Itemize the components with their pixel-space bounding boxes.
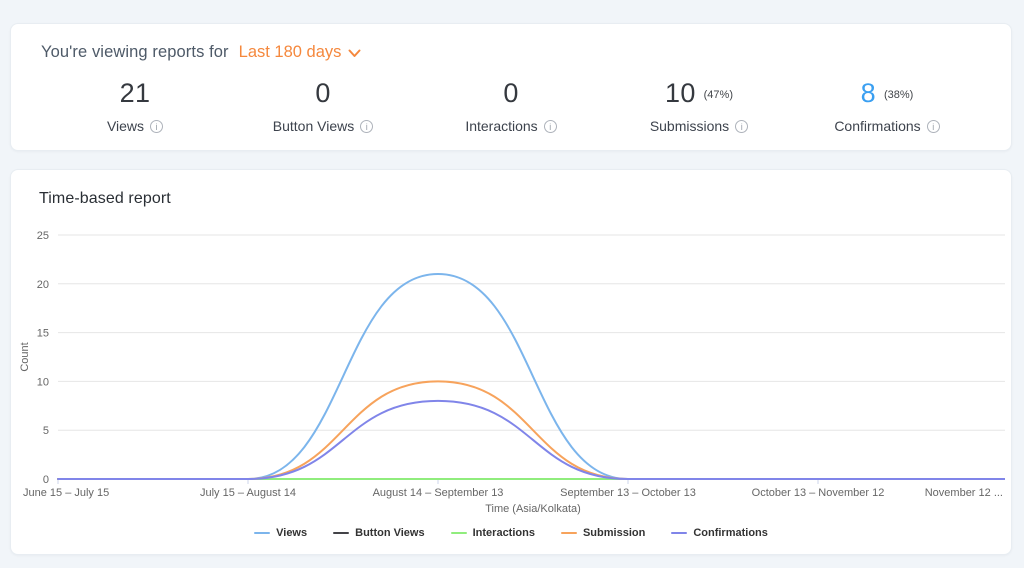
legend-label: Submission [582, 527, 646, 539]
stat-confirmations: 8 (38%) Confirmations i [793, 78, 981, 134]
legend-swatch [450, 532, 467, 534]
date-range-label: Last 180 days [238, 43, 342, 61]
legend-label: Views [276, 527, 308, 539]
report-summary-card: You're viewing reports for Last 180 days… [10, 23, 1012, 151]
y-tick-label: 15 [37, 328, 49, 340]
legend-item-submission[interactable]: Submission [560, 527, 646, 539]
series-line-confirmations[interactable] [57, 399, 1005, 481]
x-tick-label: October 13 – November 12 [752, 487, 885, 499]
report-header-text: You're viewing reports for [41, 43, 229, 61]
date-range-selector[interactable]: Last 180 days [239, 43, 362, 62]
x-tick-label: September 13 – October 13 [560, 487, 696, 499]
stat-label: Confirmations [834, 118, 921, 134]
y-axis-title: Count [19, 342, 31, 371]
stat-label: Button Views [272, 118, 355, 134]
stat-value: 0 [315, 77, 331, 108]
stat-value: 10 [665, 77, 696, 108]
stat-value: 0 [503, 77, 519, 108]
stat-percent: (38%) [883, 88, 914, 101]
report-range-header: You're viewing reports for Last 180 days [41, 43, 981, 62]
legend-swatch [254, 532, 271, 534]
stat-label: Interactions [465, 118, 538, 134]
stat-value: 8 [860, 77, 876, 108]
stat-label: Views [106, 118, 145, 134]
legend-swatch [333, 532, 350, 534]
series-line-views[interactable] [57, 273, 1005, 481]
stat-interactions: 0 Interactions i [417, 78, 605, 134]
stat-value: 21 [119, 77, 151, 108]
y-tick-label: 10 [37, 376, 49, 388]
legend-swatch [671, 532, 688, 534]
y-tick-label: 0 [43, 474, 49, 486]
x-tick-label: June 15 – July 15 [23, 487, 109, 499]
y-tick-label: 20 [37, 279, 49, 291]
legend-item-confirmations[interactable]: Confirmations [671, 527, 768, 539]
info-icon[interactable]: i [735, 120, 749, 133]
stat-submissions: 10 (47%) Submissions i [605, 78, 793, 134]
x-tick-label: November 12 ... [925, 487, 1003, 499]
stat-percent: (47%) [703, 88, 733, 101]
info-icon[interactable]: i [926, 120, 940, 133]
legend-swatch [560, 532, 577, 534]
info-icon[interactable]: i [150, 120, 164, 133]
y-tick-label: 25 [37, 230, 49, 242]
chart-legend: Views Button Views Interactions Submission C… [11, 527, 1011, 539]
chevron-down-icon [348, 49, 361, 57]
info-icon[interactable]: i [360, 120, 374, 133]
legend-label: Confirmations [693, 527, 768, 539]
time-report-title: Time-based report [39, 190, 171, 207]
stats-row: 21 Views i 0 Button Views i 0 Interactio… [41, 78, 981, 134]
time-report-card: Time-based report 0 5 10 15 20 25 June 15 – Ju… [10, 169, 1012, 555]
legend-item-button-views[interactable]: Button Views [333, 527, 425, 539]
stat-button-views: 0 Button Views i [229, 78, 417, 134]
x-axis-title: Time (Asia/Kolkata) [485, 503, 581, 515]
y-tick-label: 5 [43, 425, 49, 437]
legend-label: Interactions [472, 527, 535, 539]
x-tick-label: August 14 – September 13 [373, 487, 504, 499]
stat-label: Submissions [649, 118, 730, 134]
stat-views: 21 Views i [41, 78, 229, 134]
legend-item-interactions[interactable]: Interactions [450, 527, 535, 539]
x-tick-label: July 15 – August 14 [200, 487, 296, 499]
info-icon[interactable]: i [543, 120, 557, 133]
legend-label: Button Views [355, 527, 425, 539]
time-chart[interactable]: 0 5 10 15 20 25 June 15 – July 15 July 15 – Aug… [19, 223, 1005, 525]
legend-item-views[interactable]: Views [254, 527, 307, 539]
